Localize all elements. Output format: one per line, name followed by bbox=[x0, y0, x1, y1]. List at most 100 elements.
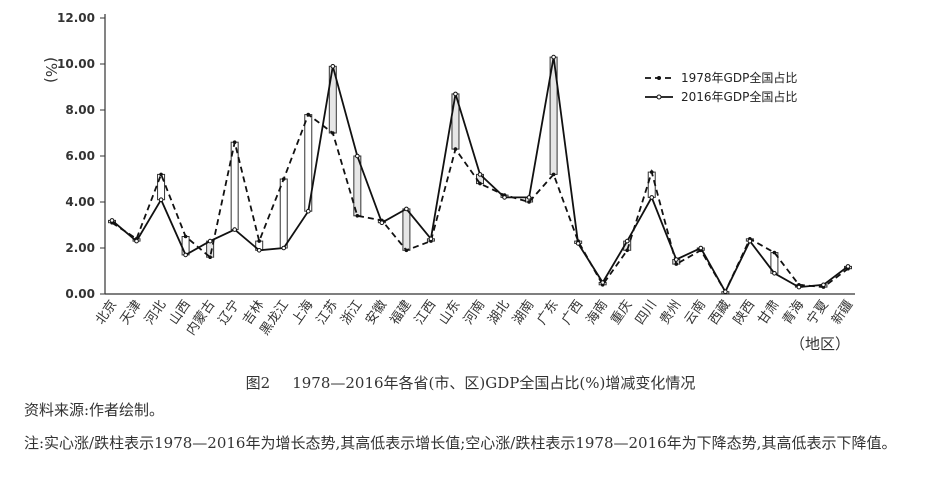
point-2016 bbox=[232, 227, 237, 232]
x-tick-label: 广西 bbox=[559, 298, 586, 328]
x-tick-label: 重庆 bbox=[607, 297, 635, 327]
y-axis-label: (%) bbox=[42, 57, 60, 83]
x-tick-label: 江西 bbox=[412, 298, 439, 328]
x-tick-label: 山东 bbox=[437, 298, 464, 328]
point-1978 bbox=[257, 239, 262, 243]
point-2016 bbox=[551, 54, 556, 60]
point-1978 bbox=[159, 172, 163, 177]
point-2016 bbox=[747, 238, 753, 244]
point-1978 bbox=[453, 147, 458, 151]
point-1978 bbox=[625, 248, 629, 253]
point-2016 bbox=[109, 218, 115, 223]
point-2016 bbox=[624, 238, 630, 244]
point-2016 bbox=[575, 241, 581, 246]
x-tick-label: 广东 bbox=[535, 298, 562, 328]
x-tick-label: 河南 bbox=[460, 297, 488, 327]
point-2016 bbox=[649, 195, 655, 200]
x-tick-label: 上海 bbox=[289, 298, 316, 328]
x-tick-label: 天津 bbox=[118, 298, 145, 328]
x-tick-label: 安徽 bbox=[363, 298, 390, 328]
y-tick-label: 10.00 bbox=[57, 57, 95, 71]
point-2016 bbox=[355, 153, 360, 159]
point-2016 bbox=[404, 206, 409, 212]
point-1978 bbox=[306, 112, 311, 117]
point-2016 bbox=[698, 245, 704, 251]
legend-label-1978: 1978年GDP全国占比 bbox=[681, 70, 797, 85]
point-2016 bbox=[845, 264, 851, 269]
x-tick-label: 四川 bbox=[633, 298, 660, 328]
point-2016 bbox=[453, 91, 458, 97]
point-1978 bbox=[649, 170, 654, 174]
x-tick-label: 江苏 bbox=[313, 297, 341, 327]
point-2016 bbox=[183, 252, 188, 258]
point-2016 bbox=[428, 236, 434, 242]
change-bar bbox=[402, 208, 411, 251]
point-2016 bbox=[134, 238, 139, 244]
point-2016 bbox=[502, 195, 507, 200]
x-tick-label: 宁夏 bbox=[804, 297, 832, 327]
point-1978 bbox=[232, 140, 237, 144]
x-tick-label: 青海 bbox=[780, 298, 807, 328]
x-tick-label: 海南 bbox=[583, 297, 611, 327]
point-2016 bbox=[772, 271, 777, 276]
point-2016 bbox=[305, 208, 311, 214]
point-1978 bbox=[551, 172, 556, 177]
point-1978 bbox=[527, 200, 531, 204]
y-axis: 0.00 2.00 4.00 6.00 8.00 10.00 12.00 bbox=[57, 11, 106, 301]
y-tick-label: 8.00 bbox=[65, 103, 95, 117]
x-tick-label: 北京 bbox=[93, 298, 120, 328]
x-tick-label: 陕西 bbox=[731, 298, 758, 328]
point-1978 bbox=[281, 177, 286, 181]
x-tick-label: 河北 bbox=[142, 298, 169, 328]
x-tick-label: 甘肃 bbox=[755, 298, 782, 328]
x-axis: 北京天津河北山西内蒙古辽宁吉林黑龙江上海江苏浙江安徽福建江西山东河南湖北湖南广东… bbox=[93, 293, 856, 338]
legend-marker-1978 bbox=[657, 76, 661, 80]
gdp-share-chart: 0.00 2.00 4.00 6.00 8.00 10.00 12.00 北京天津河北山西内… bbox=[42, 11, 856, 353]
legend-marker-2016 bbox=[656, 94, 662, 100]
x-tick-label: 福建 bbox=[387, 298, 414, 328]
point-2016 bbox=[477, 172, 483, 177]
point-2016 bbox=[379, 220, 385, 225]
x-axis-label: （地区） bbox=[790, 335, 850, 353]
point-2016 bbox=[723, 289, 728, 295]
x-tick-label: 湖北 bbox=[486, 298, 513, 328]
point-1978 bbox=[355, 214, 360, 218]
change-bar bbox=[279, 178, 288, 249]
figure-title: 1978—2016年各省(市、区)GDP全国占比(%)增减变化情况 bbox=[292, 374, 696, 392]
point-2016 bbox=[158, 197, 164, 202]
legend: 1978年GDP全国占比 2016年GDP全国占比 bbox=[645, 70, 797, 104]
x-tick-label: 云南 bbox=[681, 297, 709, 327]
change-bar bbox=[181, 236, 190, 256]
point-2016 bbox=[821, 282, 826, 288]
point-2016 bbox=[330, 64, 336, 69]
y-tick-label: 12.00 bbox=[57, 11, 95, 25]
y-tick-label: 2.00 bbox=[65, 241, 95, 255]
point-1978 bbox=[478, 181, 482, 186]
point-2016 bbox=[526, 195, 532, 200]
point-1978 bbox=[674, 262, 679, 266]
source-note: 资料来源:作者绘制。 bbox=[24, 401, 165, 419]
point-2016 bbox=[281, 245, 287, 251]
series-lines bbox=[109, 54, 851, 295]
figure-number: 图2 bbox=[245, 374, 271, 392]
figure-caption: 图2 1978—2016年各省(市、区)GDP全国占比(%)增减变化情况 bbox=[0, 372, 941, 393]
point-1978 bbox=[772, 250, 777, 255]
x-tick-label: 辽宁 bbox=[215, 297, 243, 327]
point-1978 bbox=[208, 255, 212, 259]
x-tick-label: 贵州 bbox=[657, 298, 684, 328]
point-2016 bbox=[673, 257, 679, 262]
point-2016 bbox=[207, 238, 213, 244]
figure-note: 注:实心涨/跌柱表示1978—2016年为增长态势,其高低表示增长值;空心涨/跌… bbox=[24, 434, 897, 452]
x-tick-label: 西藏 bbox=[706, 298, 733, 328]
y-tick-label: 6.00 bbox=[65, 149, 95, 163]
y-tick-label: 0.00 bbox=[65, 287, 95, 301]
point-2016 bbox=[796, 284, 802, 290]
x-tick-label: 湖南 bbox=[509, 297, 537, 327]
point-2016 bbox=[600, 280, 605, 285]
point-1978 bbox=[404, 248, 409, 253]
point-1978 bbox=[183, 234, 188, 239]
x-tick-label: 新疆 bbox=[828, 297, 856, 327]
x-tick-label: 浙江 bbox=[338, 298, 365, 328]
point-1978 bbox=[331, 131, 335, 135]
point-2016 bbox=[256, 248, 262, 253]
